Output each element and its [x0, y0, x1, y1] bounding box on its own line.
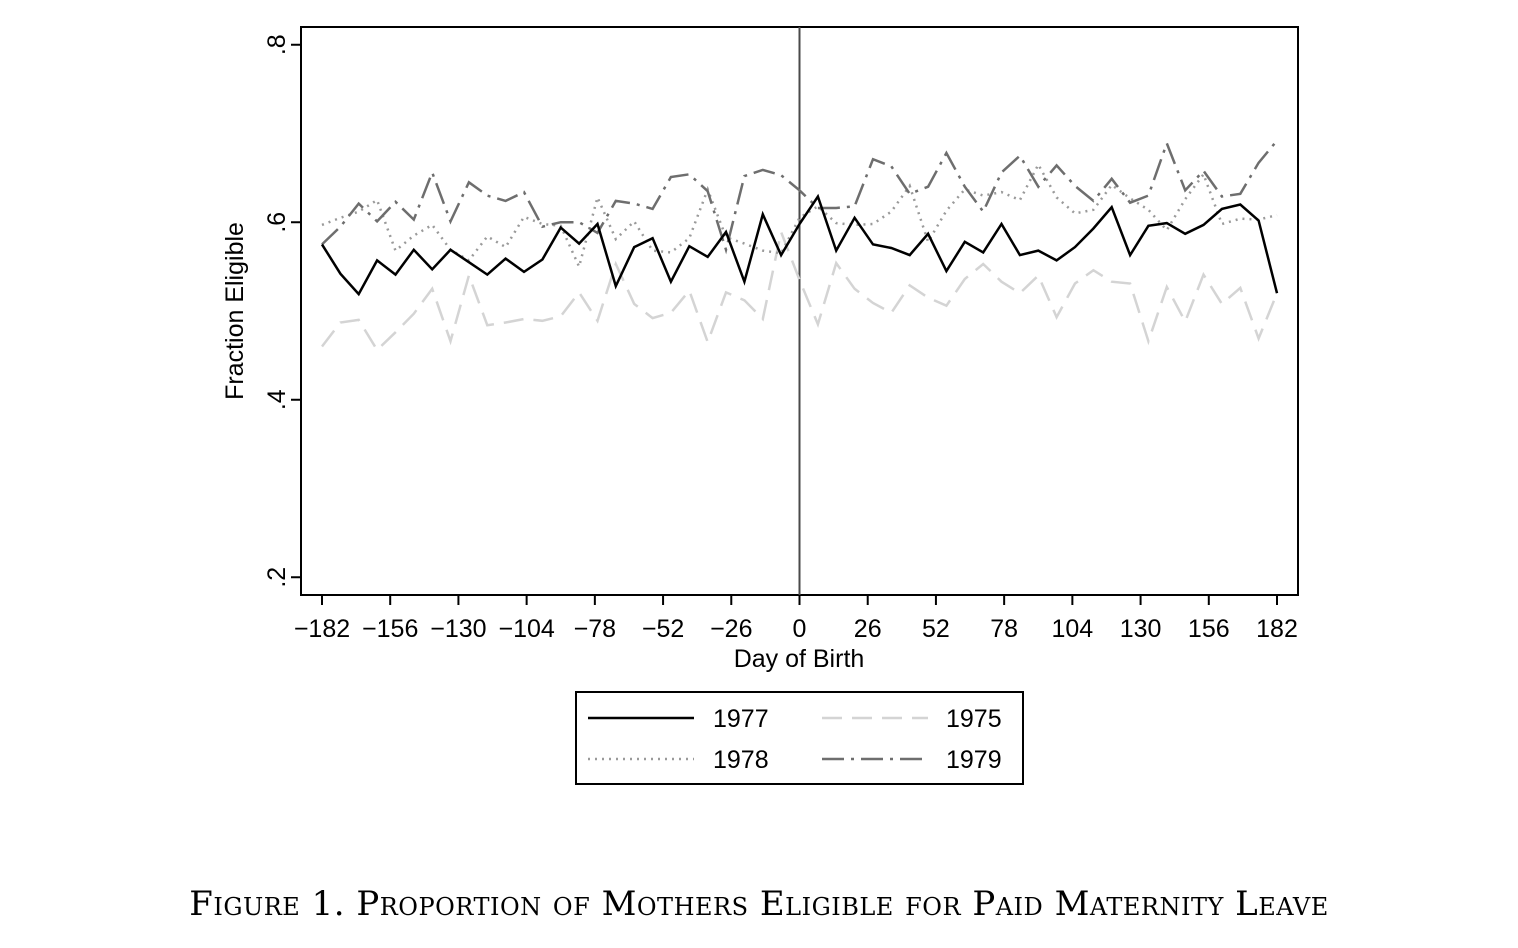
- x-axis: −182 −156 −130 −104 −78 −52 −26 0 26 52 78 104 130 15…: [294, 595, 1298, 643]
- x-tick-label: −52: [642, 615, 684, 643]
- y-tick-label: .6: [263, 212, 291, 233]
- legend: 1977 1975 1978 1979: [575, 691, 1024, 785]
- legend-box: [575, 691, 1024, 785]
- x-tick-label: −130: [430, 615, 486, 643]
- x-axis-title: Day of Birth: [734, 645, 865, 673]
- x-tick-label: 78: [990, 615, 1018, 643]
- series-line-1979: [321, 139, 1278, 255]
- x-tick-label: −104: [498, 615, 554, 643]
- x-tick-label: 130: [1120, 615, 1162, 643]
- x-tick-label: 104: [1052, 615, 1094, 643]
- y-axis: .2 .4 .6 .8: [263, 34, 301, 588]
- legend-label-1978: 1978: [713, 746, 769, 774]
- series-line-1978: [321, 161, 1278, 271]
- x-tick-label: −182: [294, 615, 350, 643]
- x-tick-label: −78: [574, 615, 616, 643]
- y-tick-label: .2: [263, 567, 291, 588]
- series-line-1977: [320, 193, 1279, 297]
- legend-label-1979: 1979: [946, 746, 1002, 774]
- legend-label-1975: 1975: [946, 705, 1002, 733]
- x-tick-label: 0: [793, 615, 807, 643]
- legend-label-1977: 1977: [713, 705, 769, 733]
- figure-caption: Figure 1. Proportion of Mothers Eligible…: [189, 884, 1329, 924]
- x-tick-label: −26: [710, 615, 752, 643]
- series-line-1975: [321, 227, 1279, 352]
- x-tick-label: 52: [922, 615, 950, 643]
- y-tick-label: .8: [263, 34, 291, 55]
- series-layer: [320, 139, 1279, 352]
- x-tick-label: −156: [362, 615, 418, 643]
- line-chart: .2 .4 .6 .8 −182 −156 −130 −104 −78 −52 −26 0 26 52 7…: [221, 26, 1299, 785]
- x-tick-label: 156: [1188, 615, 1230, 643]
- y-tick-label: .4: [263, 389, 291, 410]
- x-tick-label: 26: [854, 615, 882, 643]
- x-tick-label: 182: [1256, 615, 1298, 643]
- y-axis-title: Fraction Eligible: [221, 222, 249, 400]
